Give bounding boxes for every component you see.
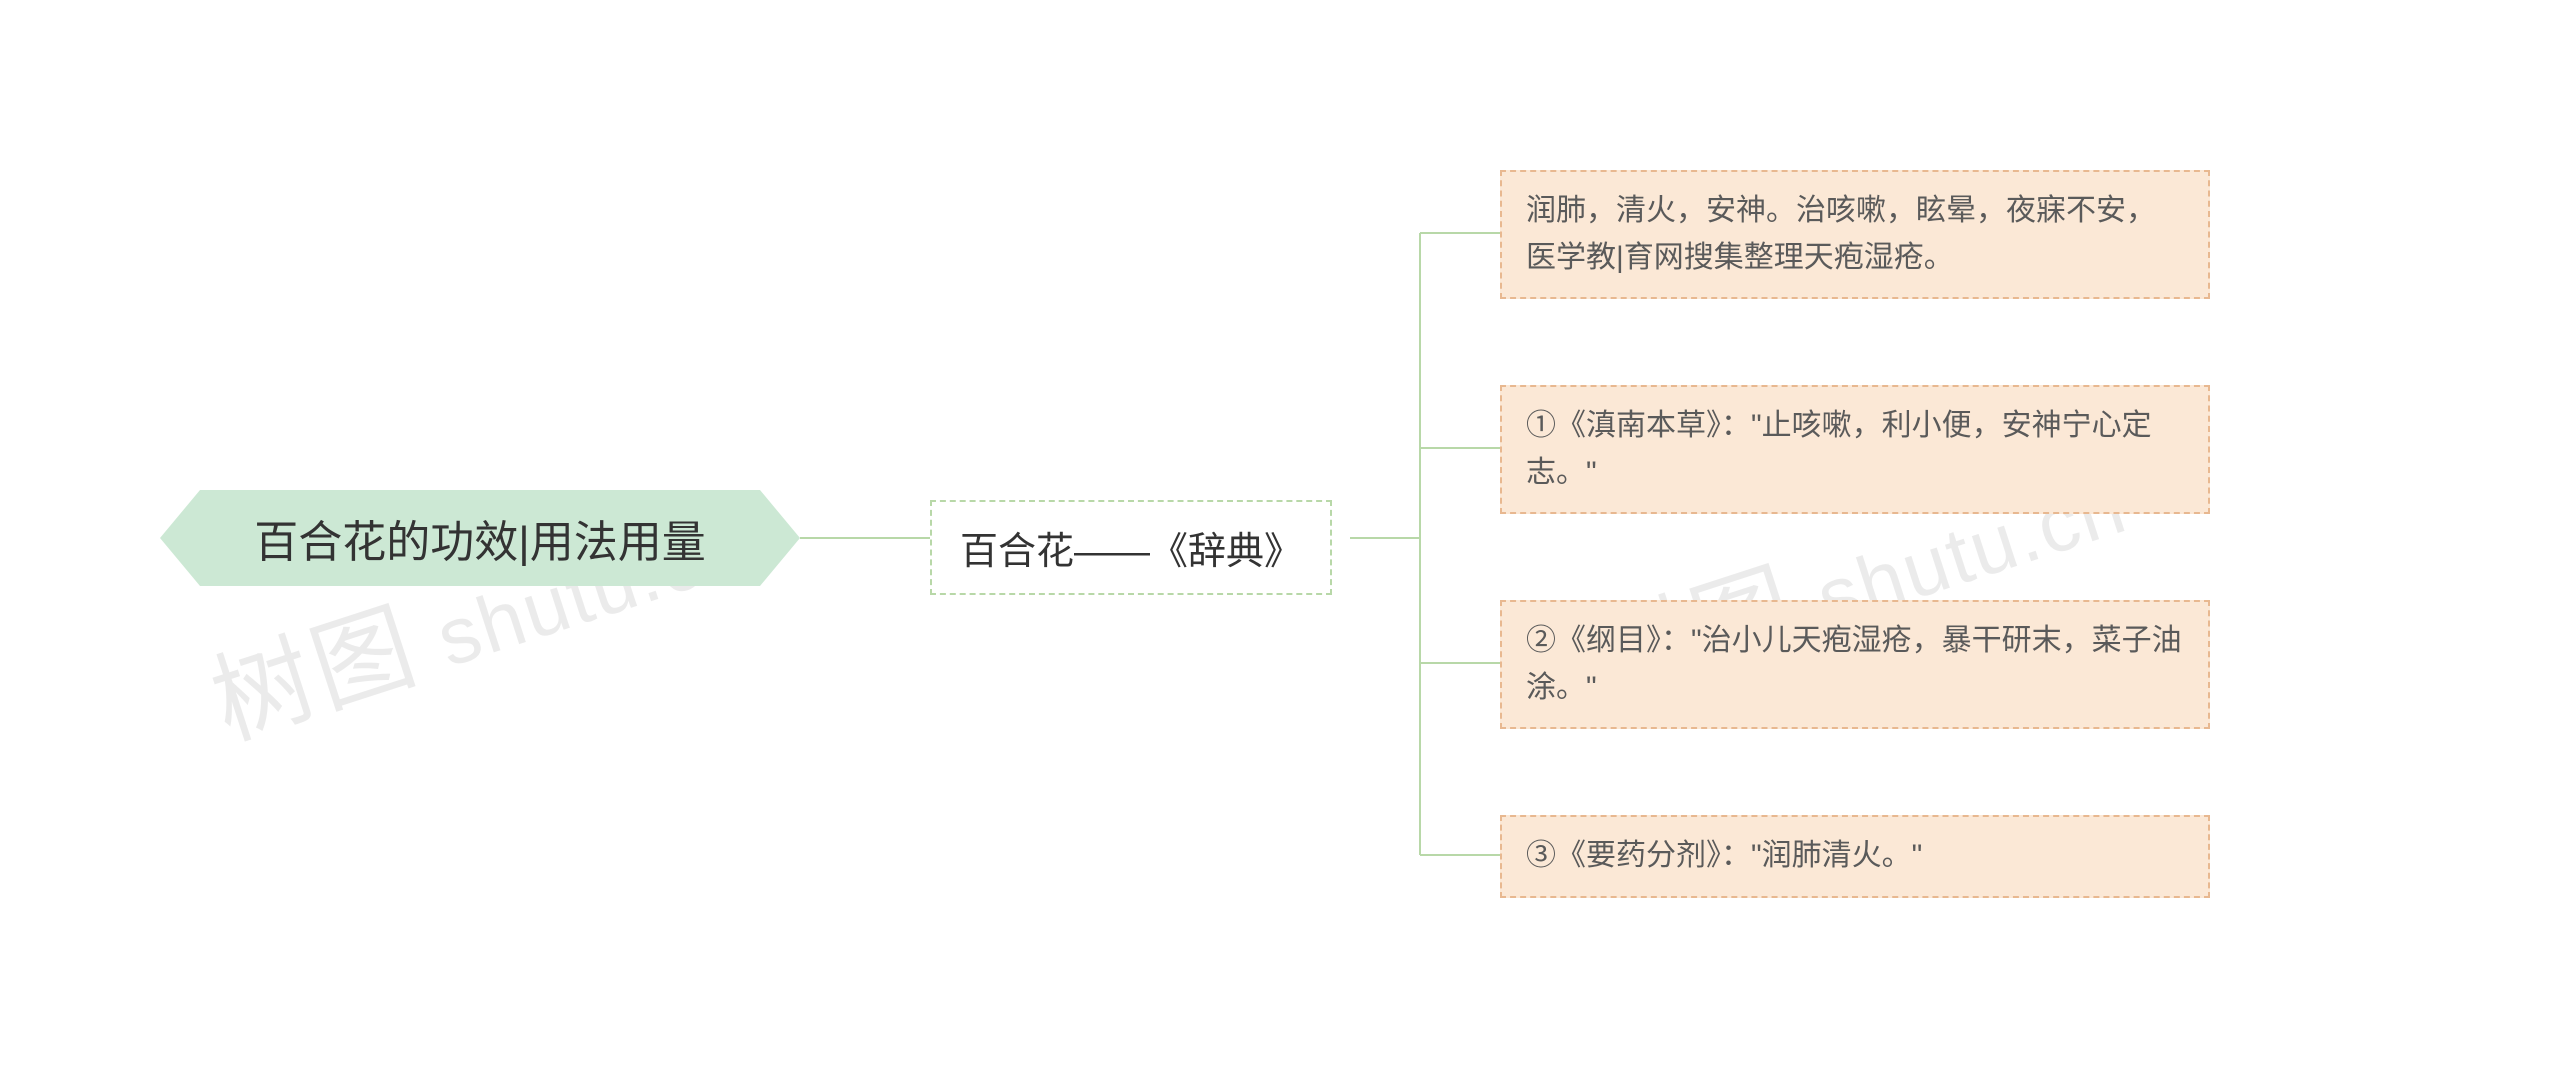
leaf-node[interactable]: 润肺，清火，安神。治咳嗽，眩晕，夜寐不安，医学教|育网搜集整理天疱湿疮。 xyxy=(1500,170,2210,299)
root-label: 百合花的功效|用法用量 xyxy=(254,506,705,570)
root-node[interactable]: 百合花的功效|用法用量 xyxy=(160,490,800,586)
leaf-node[interactable]: ③《要药分剂》："润肺清火。" xyxy=(1500,815,2210,898)
leaf-label: 润肺，清火，安神。治咳嗽，眩晕，夜寐不安，医学教|育网搜集整理天疱湿疮。 xyxy=(1526,194,2156,274)
branch-label: 百合花——《辞典》 xyxy=(960,520,1302,575)
mindmap-canvas: 树图 shutu.cn 树图 shutu.cn 百合花的功效|用法用量 百合花—… xyxy=(0,0,2560,1091)
leaf-node[interactable]: ②《纲目》："治小儿天疱湿疮，暴干研末，菜子油涂。" xyxy=(1500,600,2210,729)
watermark-cn: 树图 xyxy=(199,589,431,760)
leaf-label: ②《纲目》："治小儿天疱湿疮，暴干研末，菜子油涂。" xyxy=(1526,624,2182,704)
leaf-label: ③《要药分剂》："润肺清火。" xyxy=(1526,839,1922,872)
leaf-node[interactable]: ①《滇南本草》："止咳嗽，利小便，安神宁心定志。" xyxy=(1500,385,2210,514)
branch-node[interactable]: 百合花——《辞典》 xyxy=(930,500,1332,595)
leaf-label: ①《滇南本草》："止咳嗽，利小便，安神宁心定志。" xyxy=(1526,409,2152,489)
